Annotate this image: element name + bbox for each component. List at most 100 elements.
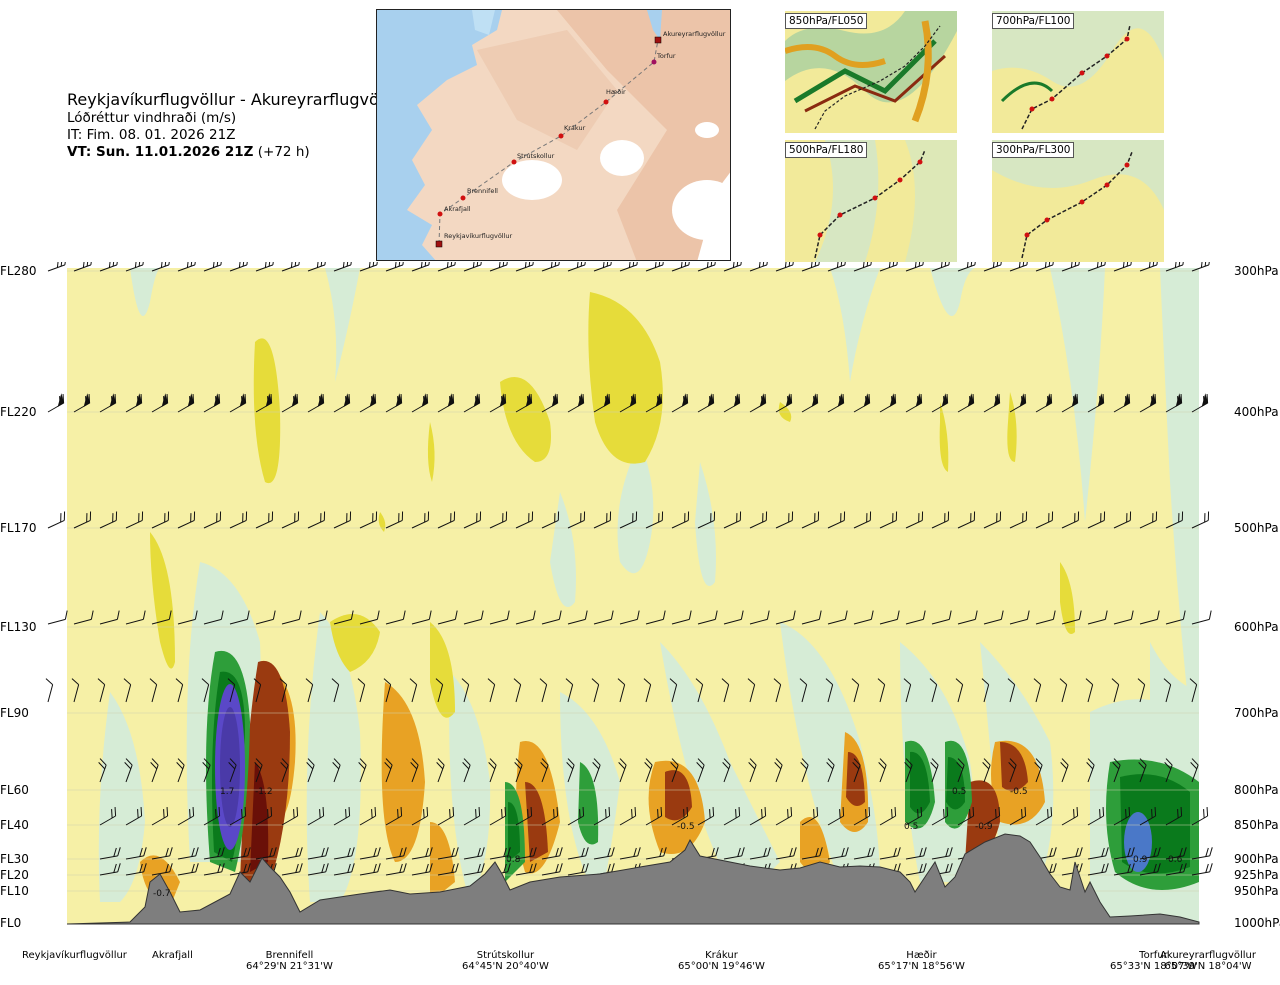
wind-barb xyxy=(1139,807,1157,826)
wind-barb xyxy=(255,807,273,826)
valid-offset: (+72 h) xyxy=(257,144,310,160)
wind-barb xyxy=(229,610,250,625)
thumbnail-label: 300hPa/FL300 xyxy=(992,142,1075,158)
pressure-level-label: 925hPa xyxy=(1234,868,1279,882)
wind-barb xyxy=(489,393,507,413)
extremum-label: -1.2 xyxy=(255,787,273,797)
wind-barb xyxy=(203,610,224,625)
wind-barb xyxy=(801,610,822,625)
cross-section-svg: -0.7 1.7 -1.2 0.8 -0.5 0.5 -0.5 0.5 -0.9… xyxy=(45,255,1213,925)
field-purple-core xyxy=(220,707,240,827)
wind-barb xyxy=(645,847,667,860)
wind-barb xyxy=(47,393,65,413)
wind-barb xyxy=(851,678,860,703)
extremum-label: 0.8 xyxy=(506,855,521,865)
wind-barb xyxy=(1165,610,1186,625)
wind-barb xyxy=(489,807,507,826)
waypoint-strutskollur: Strútskollur 64°45'N 20°40'W xyxy=(462,950,549,972)
flight-level-label: FL130 xyxy=(0,620,37,634)
pressure-level-label: 950hPa xyxy=(1234,884,1279,898)
wind-barb xyxy=(619,511,638,529)
wind-barb xyxy=(203,393,221,413)
thumbnail-300hpa[interactable]: 300hPa/FL300 xyxy=(992,140,1164,262)
waypoint-coord: 65°17'N 18°56'W xyxy=(878,961,965,972)
wind-barb xyxy=(593,393,611,413)
wind-barb xyxy=(645,511,664,529)
wind-barb xyxy=(332,758,341,783)
wind-barb xyxy=(1165,807,1183,826)
wind-barb xyxy=(411,610,432,625)
wind-barb xyxy=(905,847,927,860)
wind-barb xyxy=(775,393,793,413)
wind-barb xyxy=(541,847,563,860)
wind-barb xyxy=(177,863,199,876)
wind-barb xyxy=(177,807,195,826)
wind-barb xyxy=(1035,393,1053,413)
thumbnail-500hpa[interactable]: 500hPa/FL180 xyxy=(785,140,957,262)
wind-barb xyxy=(513,678,522,703)
wind-barb xyxy=(463,610,484,625)
wind-barb xyxy=(644,758,653,783)
thumbnail-850hpa[interactable]: 850hPa/FL050 xyxy=(785,11,957,133)
wind-barb xyxy=(1191,511,1210,529)
wind-barb xyxy=(1061,511,1080,529)
wind-barb xyxy=(749,847,771,860)
wind-barb xyxy=(931,610,952,625)
wind-barb xyxy=(592,758,601,783)
wind-barb xyxy=(541,393,559,413)
wind-barb xyxy=(45,678,54,703)
flight-level-label: FL20 xyxy=(0,868,29,882)
wind-barb xyxy=(801,511,820,529)
wind-barb xyxy=(955,678,964,703)
waypoint-krakur: Krákur 65°00'N 19°46'W xyxy=(678,950,765,972)
wind-barb xyxy=(385,807,403,826)
map-label-torfur: Torfur xyxy=(656,52,676,60)
wind-barb xyxy=(461,678,470,703)
terrain xyxy=(66,833,1200,925)
wind-barb xyxy=(905,610,926,625)
wind-barb xyxy=(229,393,247,413)
wind-barb xyxy=(619,610,640,625)
wind-barb xyxy=(697,610,718,625)
map-label-haedir: Hæðir xyxy=(606,88,626,96)
wind-barb xyxy=(1112,758,1121,783)
wind-barb xyxy=(307,863,329,876)
wind-barb xyxy=(177,393,195,413)
wind-barb xyxy=(307,511,326,529)
waypoint-name: Krákur xyxy=(705,950,738,961)
wind-barb xyxy=(567,511,586,529)
wind-barb xyxy=(1009,393,1027,413)
wind-barb xyxy=(957,393,975,413)
wind-barb xyxy=(1191,863,1213,876)
wind-barb xyxy=(359,807,377,826)
wind-barb xyxy=(931,393,949,413)
wind-barb xyxy=(1139,863,1161,876)
wind-barb xyxy=(853,807,871,826)
wind-barb xyxy=(1113,393,1131,413)
wind-barb xyxy=(123,678,132,703)
pressure-level-label: 900hPa xyxy=(1234,852,1279,866)
wind-barb xyxy=(749,511,768,529)
wind-barb xyxy=(593,807,611,826)
waypoint-akrafjall: Akrafjall xyxy=(152,950,193,961)
waypoint-name: Reykjavíkurflugvöllur xyxy=(22,950,127,961)
wind-barb xyxy=(307,610,328,625)
wind-barb xyxy=(931,847,953,860)
wind-barb xyxy=(227,678,236,703)
extremum-label: -0.5 xyxy=(677,822,695,832)
wind-barb xyxy=(645,807,663,826)
flight-level-label: FL0 xyxy=(0,916,22,930)
wind-barb xyxy=(515,610,536,625)
wind-barb xyxy=(878,758,887,783)
wind-barb xyxy=(489,847,511,860)
thumbnail-700hpa[interactable]: 700hPa/FL100 xyxy=(992,11,1164,133)
wind-barb xyxy=(383,678,392,703)
wind-barb xyxy=(722,758,731,783)
extremum-label: -0.9 xyxy=(975,822,993,832)
wind-barb xyxy=(983,511,1002,529)
wind-barb xyxy=(98,758,107,783)
wind-barb xyxy=(1060,758,1069,783)
wind-barb xyxy=(228,758,237,783)
wind-barb xyxy=(905,807,923,826)
wind-barb xyxy=(281,393,299,413)
